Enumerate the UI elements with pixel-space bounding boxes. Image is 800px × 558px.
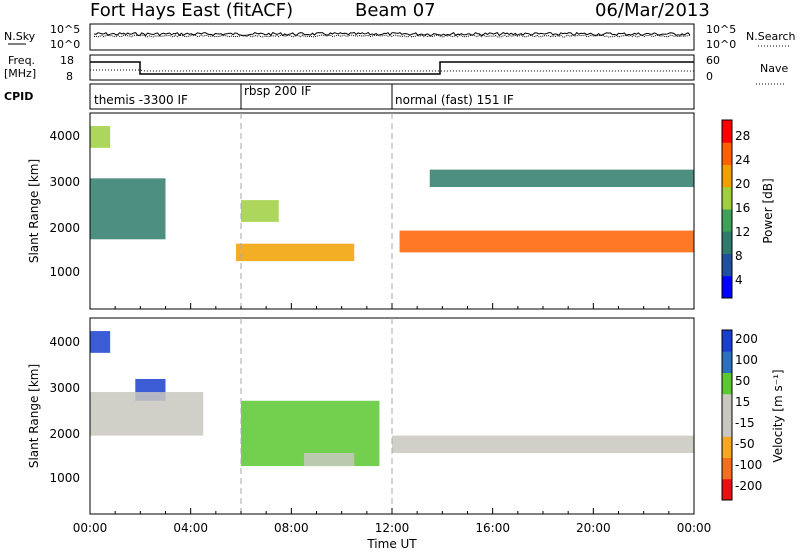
date-title: 06/Mar/2013: [595, 0, 710, 21]
power-ylabel: Slant Range [km]: [27, 159, 41, 263]
power-cbar-tick: 24: [735, 153, 750, 167]
power-cbar-tick: 16: [735, 201, 750, 215]
x-tick-label: 20:00: [576, 521, 611, 535]
power-region: [241, 200, 279, 222]
x-tick-label: 08:00: [274, 521, 309, 535]
power-panel-background: [90, 113, 694, 309]
velocity-data-group: [90, 331, 694, 467]
power-ytick: 2000: [49, 221, 80, 235]
power-colorbar-segment: [722, 253, 732, 277]
power-colorbar-segment: [722, 120, 732, 143]
power-ytick: 4000: [49, 129, 80, 143]
velocity-cbar-tick: 200: [735, 332, 758, 346]
power-region: [235, 243, 355, 262]
power-cbar-tick: 20: [735, 177, 750, 191]
power-colorbar-segment-frame: [721, 119, 733, 299]
velocity-colorbar-segment: [722, 457, 732, 480]
velocity-colorbar-segment: [722, 436, 732, 458]
nave-tick-high: 60: [706, 54, 720, 67]
power-colorbar-label: Power [dB]: [761, 178, 775, 243]
noise-tick-high-left: 10^5: [50, 23, 80, 36]
velocity-cbar-tick: 100: [735, 353, 758, 367]
freq-trace: [90, 61, 694, 75]
nave-label: Nave: [760, 62, 788, 75]
nave-tick-low: 0: [706, 70, 713, 83]
velocity-colorbar-label: Velocity [m s⁻¹]: [771, 369, 785, 462]
power-colorbar-segment: [722, 142, 732, 165]
power-colorbar-segment: [722, 186, 732, 210]
cpid-segment-normal: normal (fast) 151 IF: [395, 93, 514, 107]
power-region: [399, 230, 694, 253]
velocity-ytick: 3000: [49, 381, 80, 395]
velocity-colorbar-segment: [722, 372, 732, 395]
velocity-region: [90, 392, 204, 436]
freq-label-line2: [MHz]: [4, 67, 36, 80]
x-tick-label: 04:00: [173, 521, 208, 535]
velocity-region: [303, 453, 355, 467]
x-tick-label: 00:00: [677, 521, 712, 535]
velocity-colorbar-segment: [722, 415, 732, 437]
noise-tick-low-left: 10^0: [50, 38, 80, 51]
freq-label-line1: Freq.: [8, 54, 35, 67]
velocity-region: [392, 435, 694, 454]
power-colorbar: [721, 119, 733, 299]
velocity-cbar-tick: 50: [735, 374, 750, 388]
velocity-ytick: 2000: [49, 427, 80, 441]
velocity-colorbar-segment: [722, 393, 732, 416]
nsearch-label: N.Search: [746, 30, 796, 43]
power-cbar-tick: 28: [735, 129, 750, 143]
velocity-colorbar-segment: [722, 351, 732, 373]
x-axis-label: Time UT: [366, 537, 417, 551]
velocity-ylabel: Slant Range [km]: [27, 364, 41, 468]
power-region: [90, 178, 166, 240]
noise-panel-frame: [89, 23, 695, 51]
x-tick-label: 00:00: [73, 521, 108, 535]
velocity-cbar-tick: 15: [735, 395, 750, 409]
power-colorbar-segment: [722, 164, 732, 188]
velocity-cbar-tick: -50: [735, 437, 755, 451]
power-colorbar-segment: [722, 275, 732, 299]
cpid-label: CPID: [4, 90, 33, 103]
velocity-colorbar-segment: [722, 330, 732, 352]
freq-tick-high: 18: [60, 54, 74, 67]
power-colorbar-segment: [722, 209, 732, 232]
power-cbar-tick: 4: [735, 273, 743, 287]
noise-tick-high-right: 10^5: [706, 23, 736, 36]
station-title: Fort Hays East (fitACF): [90, 0, 293, 21]
nsky-label: N.Sky: [4, 30, 36, 43]
velocity-cbar-tick: -100: [735, 458, 762, 472]
power-cbar-tick: 8: [735, 249, 743, 263]
power-ytick: 3000: [49, 175, 80, 189]
cpid-segment-rbsp: rbsp 200 IF: [244, 84, 311, 98]
power-ytick: 1000: [49, 265, 80, 279]
power-region: [429, 169, 694, 188]
beam-title: Beam 07: [355, 0, 436, 21]
power-data-group: [90, 126, 694, 262]
nsky-trace: [93, 31, 691, 37]
noise-tick-low-right: 10^0: [706, 38, 736, 51]
power-colorbar-segment: [722, 231, 732, 254]
velocity-ytick: 4000: [49, 335, 80, 349]
velocity-cbar-tick: -15: [735, 416, 755, 430]
freq-tick-low: 8: [66, 70, 73, 83]
velocity-colorbar-segment: [722, 478, 732, 501]
velocity-cbar-tick: -200: [735, 479, 762, 493]
freq-panel-frame: [89, 54, 695, 81]
power-region: [90, 126, 111, 148]
nave-trace: [90, 69, 694, 72]
velocity-colorbar-segment-frame: [721, 329, 733, 501]
velocity-region: [90, 331, 111, 353]
x-tick-label: 16:00: [475, 521, 510, 535]
cpid-segment-themis: themis -3300 IF: [94, 93, 188, 107]
nsearch-trace: [93, 34, 691, 38]
velocity-colorbar: [721, 329, 733, 501]
velocity-ytick: 1000: [49, 471, 80, 485]
x-axis-ticks: [89, 303, 695, 514]
power-cbar-tick: 12: [735, 225, 750, 239]
x-tick-label: 12:00: [375, 521, 410, 535]
